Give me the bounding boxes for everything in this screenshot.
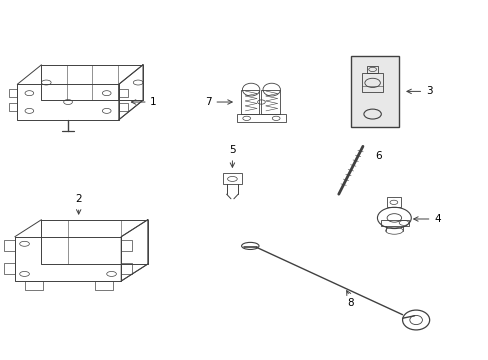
Bar [24,281,43,290]
Bar [350,56,398,127]
Text: 5: 5 [229,145,235,155]
Text: 1: 1 [150,97,157,107]
Bar [119,103,127,111]
Bar [9,103,17,111]
Text: 6: 6 [374,151,381,161]
Text: 4: 4 [433,214,440,224]
Bar [386,197,400,207]
Bar [4,262,15,274]
Bar [241,90,259,114]
Bar [237,114,285,122]
Bar [380,220,408,226]
Bar [4,239,15,251]
Bar [121,262,132,274]
Bar [261,90,279,114]
Bar [366,66,378,73]
Text: 7: 7 [205,97,211,107]
Bar [361,73,383,92]
Bar [223,173,242,184]
Bar [119,89,127,97]
Bar [9,89,17,97]
Text: 8: 8 [346,298,353,308]
Bar [95,281,113,290]
Text: 2: 2 [75,194,82,204]
Text: 3: 3 [425,86,431,96]
Bar [121,239,132,251]
